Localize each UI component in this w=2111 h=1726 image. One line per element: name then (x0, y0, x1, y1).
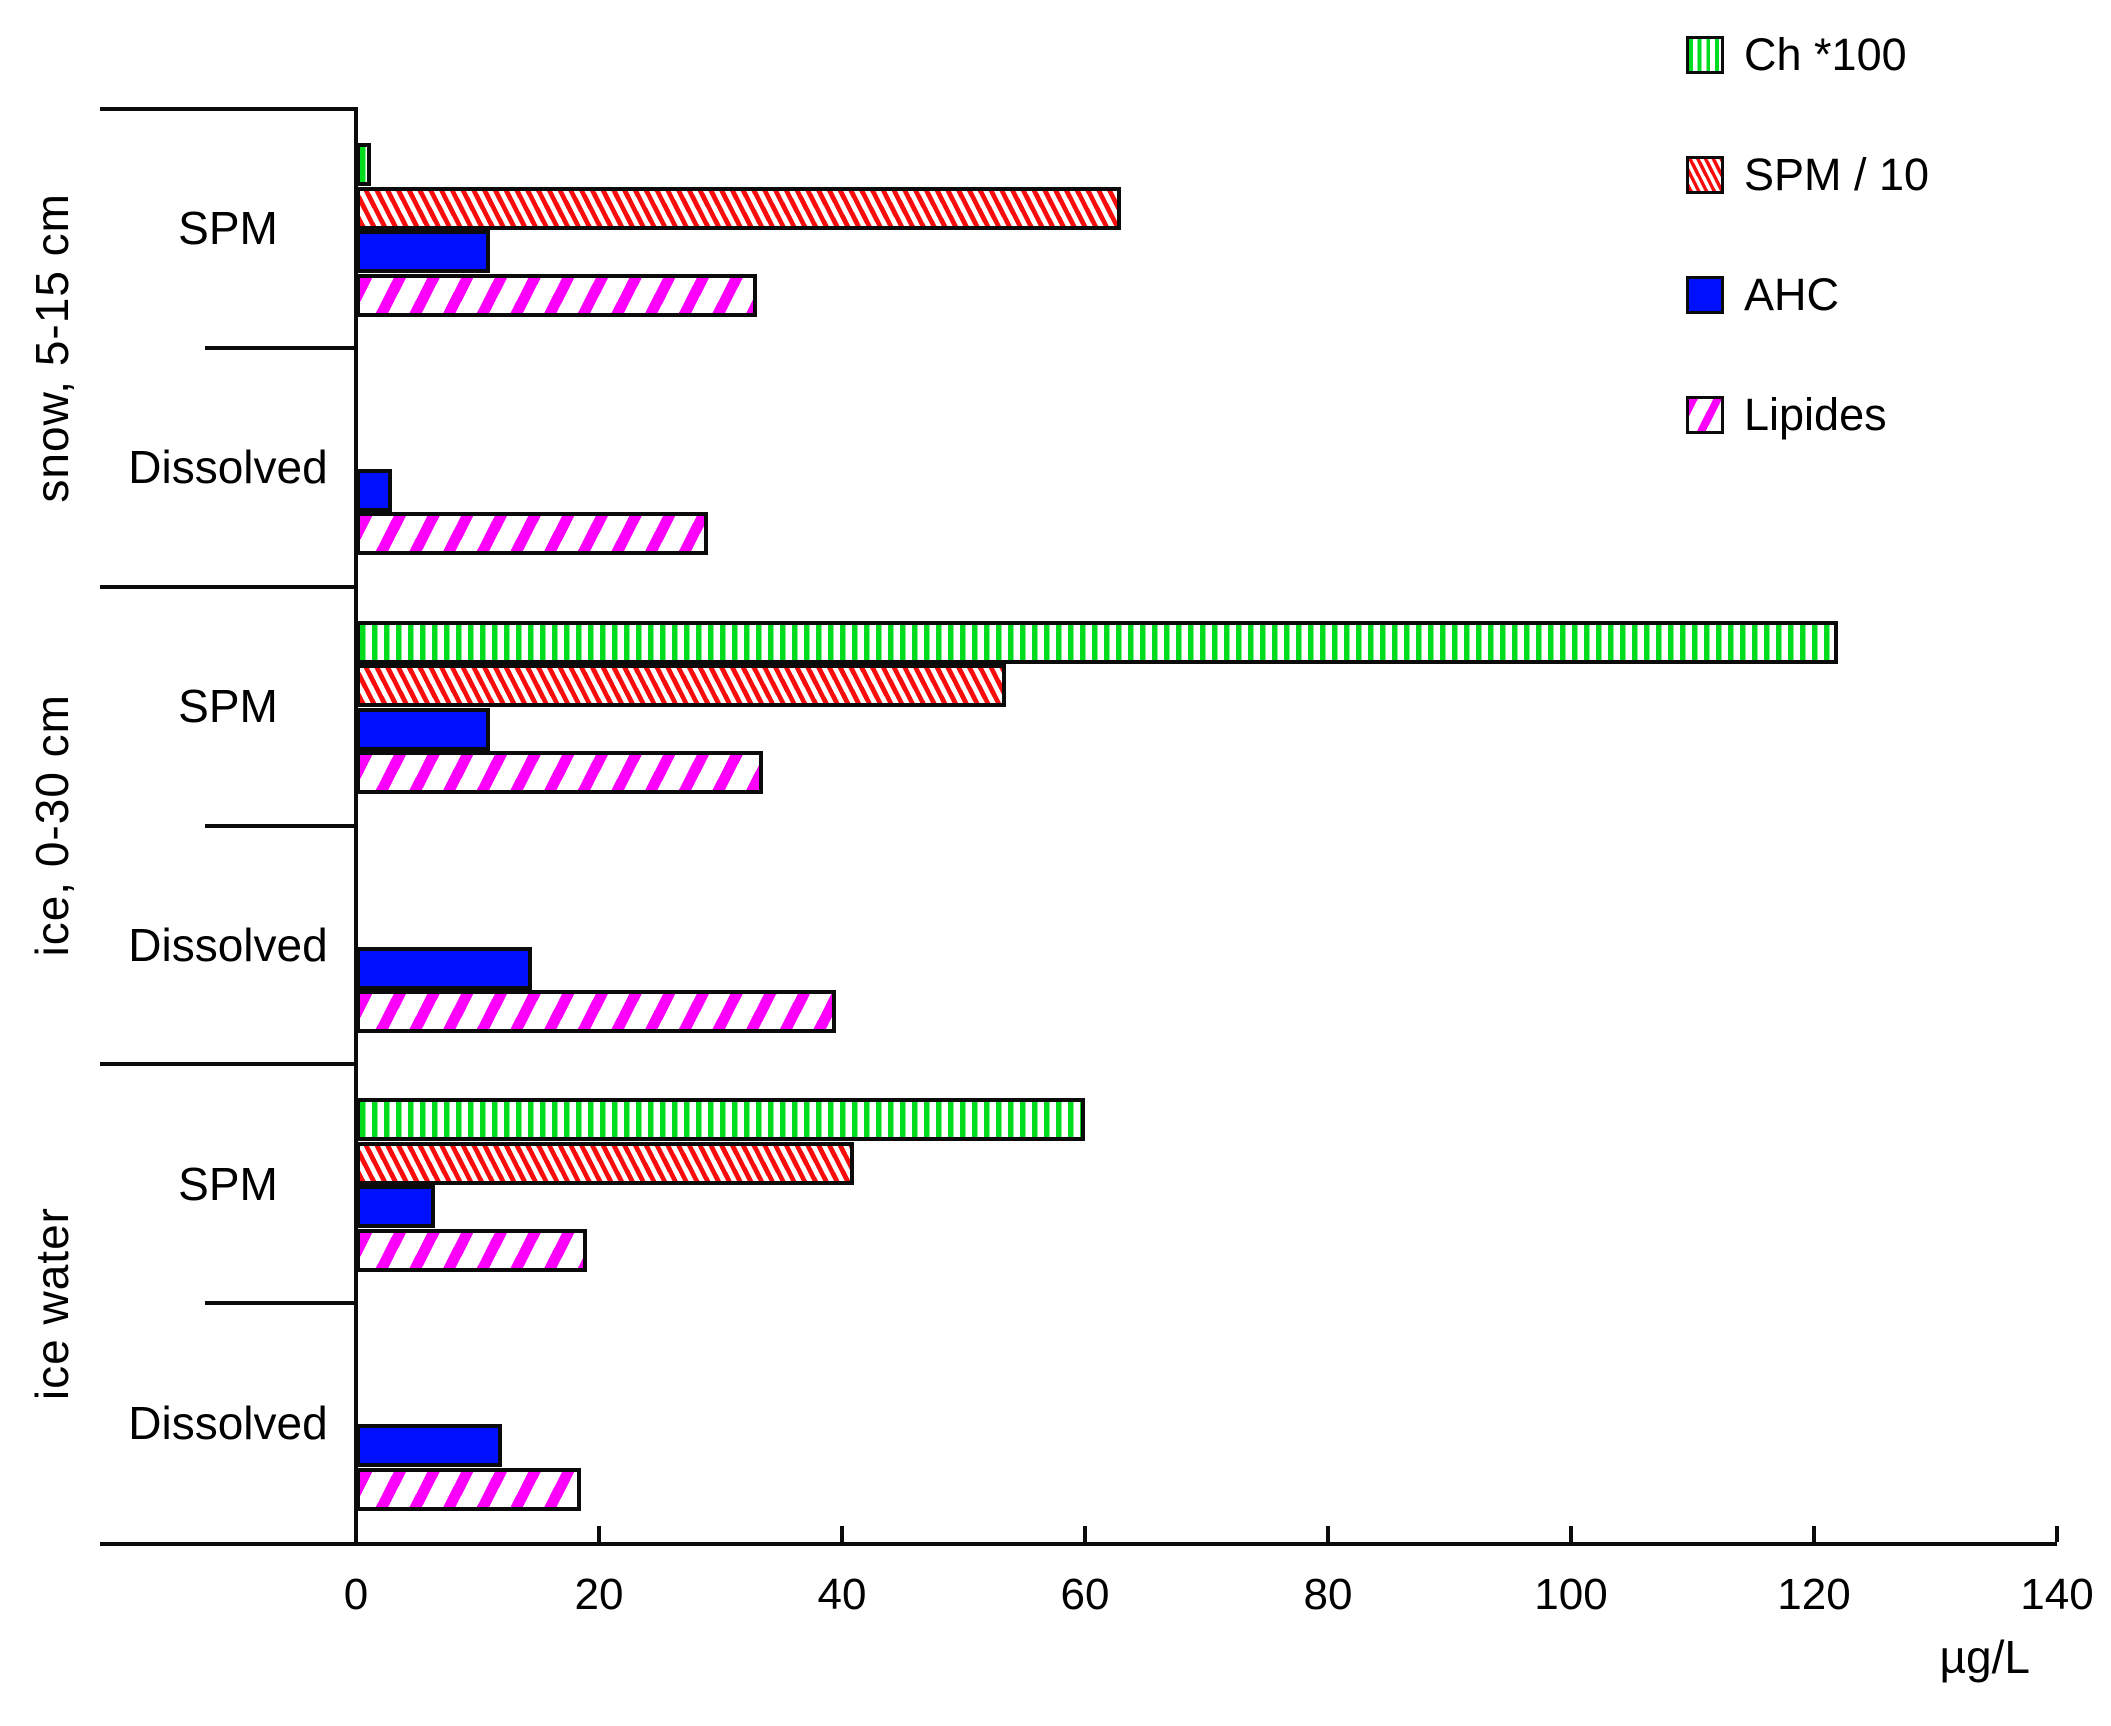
legend-item: Lipides (1686, 389, 1887, 440)
bar-ahc (356, 230, 490, 273)
x-tick-label: 120 (1777, 1570, 1851, 1619)
x-tick-label: 20 (574, 1570, 624, 1619)
bar-ahc (356, 707, 490, 751)
bar-lipides (356, 990, 836, 1033)
bar-spm-10 (356, 664, 1007, 708)
x-axis-tick (1326, 1526, 1330, 1542)
bar-lipides (356, 1228, 587, 1272)
x-tick-label: 0 (343, 1570, 369, 1619)
bar-lipides (356, 512, 709, 556)
category-label: SPM (178, 1157, 278, 1210)
category-label: Dissolved (128, 441, 328, 494)
category-separator-line (205, 345, 358, 350)
section-label: ice, 0-30 cm (6, 587, 98, 1065)
category-separator-line (205, 823, 358, 828)
legend-swatch-ahc (1686, 276, 1724, 314)
bar-lipides (356, 751, 764, 795)
bar-ahc (356, 1424, 502, 1468)
x-tick-label: 140 (2020, 1570, 2094, 1619)
x-tick-label: 80 (1303, 1570, 1353, 1619)
x-tick-label: 40 (817, 1570, 867, 1619)
x-axis-line (100, 1542, 2057, 1546)
x-tick-label: 100 (1534, 1570, 1608, 1619)
bar-ch-100 (356, 620, 1839, 664)
bar-spm-10 (356, 186, 1122, 230)
category-label: SPM (178, 680, 278, 733)
section-label-text: ice, 0-30 cm (26, 694, 78, 957)
x-axis-tick (840, 1526, 844, 1542)
category-separator-line (100, 584, 358, 589)
category-label: Dissolved (128, 918, 328, 971)
category-separator-line (100, 1062, 358, 1067)
bar-lipides (356, 1467, 581, 1511)
bar-ch-100 (356, 1098, 1085, 1142)
category-label: SPM (178, 202, 278, 255)
x-axis-tick (1083, 1526, 1087, 1542)
bar-ahc (356, 946, 533, 990)
section-label: snow, 5-15 cm (6, 109, 98, 587)
bar-lipides (356, 273, 757, 317)
legend-swatch-ch-100 (1686, 36, 1724, 74)
bar-ahc (356, 468, 393, 512)
legend-swatch-spm-10 (1686, 156, 1724, 194)
category-separator-line (205, 1301, 358, 1306)
x-axis-tick (597, 1526, 601, 1542)
x-axis-unit-label: µg/L (1939, 1631, 2030, 1683)
section-label: ice water (6, 1064, 98, 1542)
legend-item: AHC (1686, 269, 1840, 320)
legend-label: Ch *100 (1744, 29, 1907, 80)
legend-item: SPM / 10 (1686, 149, 1930, 200)
x-axis-tick (1812, 1526, 1816, 1542)
bar-ahc (356, 1185, 435, 1229)
bar-ch-100 (356, 143, 371, 186)
category-label: Dissolved (128, 1396, 328, 1449)
legend-item: Ch *100 (1686, 29, 1907, 80)
plot-top-border-line (100, 107, 358, 111)
x-tick-label: 60 (1060, 1570, 1110, 1619)
legend-label: SPM / 10 (1744, 149, 1930, 200)
legend-label: Lipides (1744, 389, 1887, 440)
x-axis-tick (2055, 1526, 2059, 1542)
section-label-text: ice water (26, 1206, 78, 1400)
x-axis-tick (1569, 1526, 1573, 1542)
legend-swatch-lipides (1686, 396, 1724, 434)
legend-label: AHC (1744, 269, 1840, 320)
section-label-text: snow, 5-15 cm (26, 193, 78, 503)
bar-spm-10 (356, 1141, 855, 1185)
x-axis-tick (354, 1526, 358, 1542)
